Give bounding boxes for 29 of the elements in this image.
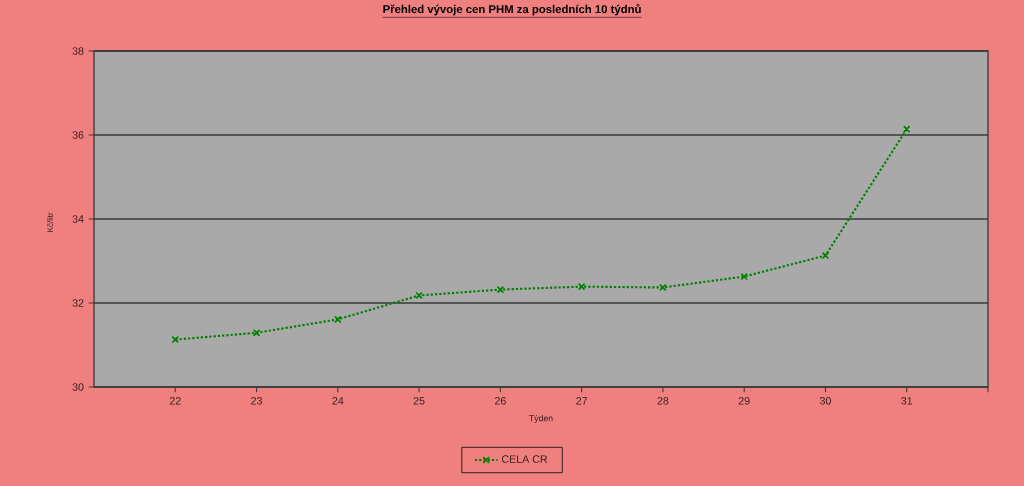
x-tick-label: 26: [494, 397, 506, 405]
point: [171, 336, 179, 343]
point: [497, 286, 504, 293]
x-tick-label: 27: [576, 397, 588, 405]
legend-label: CELA CR: [501, 455, 548, 463]
point: [740, 273, 748, 280]
y-tick-label: 38: [72, 47, 84, 55]
x-tick-label: 25: [413, 397, 425, 405]
y-tick-label: 36: [72, 131, 84, 139]
y-tick-label: 30: [72, 383, 84, 391]
point: [334, 316, 342, 323]
point: [578, 283, 585, 290]
x-tick-label: 30: [819, 397, 831, 405]
y-axis-title: Kč/litr: [47, 212, 53, 232]
point: [903, 125, 911, 133]
y-tick-label: 32: [72, 299, 84, 307]
x-tick-label: 23: [251, 397, 263, 405]
x-tick-label: 28: [657, 397, 669, 405]
x-tick-label: 31: [901, 397, 913, 405]
point: [415, 292, 423, 299]
point: [253, 329, 260, 337]
x-axis-title: Týden: [529, 414, 553, 424]
x-tick-label: 22: [169, 397, 181, 405]
x-tick-label: 29: [738, 397, 750, 405]
y-tick-label: 34: [72, 215, 84, 223]
point: [659, 284, 667, 291]
x-tick-label: 24: [332, 397, 344, 405]
chart-title: Přehled vývoje cen PHM za posledních 10 týdnů: [383, 3, 641, 16]
point: [822, 252, 829, 259]
